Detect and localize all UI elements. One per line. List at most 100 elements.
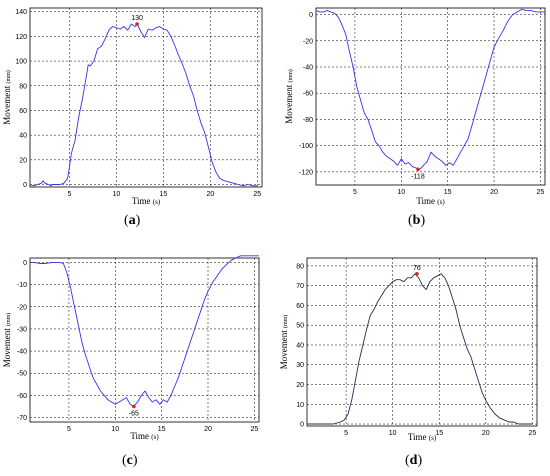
chart-d-ytick-6: 60 <box>296 303 304 310</box>
chart-d-ytick-7: 70 <box>296 283 304 290</box>
chart-b-plot-area <box>315 7 546 186</box>
chart-b-ytick-2: -40 <box>303 65 313 72</box>
chart-b-ytick-6: -120 <box>299 169 313 176</box>
chart-a-xlabel-text: Time <box>132 196 153 206</box>
chart-d-ytick-5: 50 <box>296 323 304 330</box>
caption-c: (c) <box>122 453 138 468</box>
chart-d-xtick-0: 5 <box>344 430 348 437</box>
chart-d-xlabel: Time (s) <box>408 432 437 442</box>
chart-b-xtick-3: 20 <box>490 189 498 196</box>
chart-c-plot-area <box>29 257 260 423</box>
chart-a-ytick-0: 0 <box>23 182 27 189</box>
chart-c-series-line-0 <box>30 255 259 407</box>
chart-b-xlabel: Time (s) <box>416 196 445 206</box>
chart-d-ylabel-unit: (mm) <box>282 315 289 328</box>
chart-d-ytick-2: 20 <box>296 382 304 389</box>
chart-b-series-line-0 <box>315 8 545 170</box>
caption-b-letter: b <box>412 213 421 228</box>
chart-c-ytick-4: -40 <box>17 349 27 356</box>
chart-c-ytick-1: -10 <box>17 282 27 289</box>
chart-d-xtick-2: 15 <box>435 430 443 437</box>
chart-d-xlabel-unit: (s) <box>429 434 437 442</box>
chart-a-xtick-1: 10 <box>113 191 121 198</box>
chart-d-ytick-8: 80 <box>296 263 304 270</box>
chart-d-ytick-4: 40 <box>296 342 304 349</box>
chart-a-xtick-2: 15 <box>159 191 167 198</box>
caption-d-letter: d <box>409 453 418 468</box>
chart-c-ytick-0: 0 <box>23 260 27 267</box>
chart-c-xtick-0: 5 <box>67 426 71 433</box>
chart-c-xtick-2: 15 <box>158 426 166 433</box>
chart-b-xlabel-unit: (s) <box>437 198 445 206</box>
chart-d: 5 10 15 20 25 0 10 20 30 40 50 60 70 80 76 Time (s) Move… <box>275 240 550 455</box>
chart-a-ytick-6: 120 <box>15 34 27 41</box>
caption-b: (b) <box>408 213 426 228</box>
chart-d-series-line-0 <box>307 273 533 425</box>
chart-b-ytick-1: -20 <box>303 38 313 45</box>
chart-b-xtick-4: 25 <box>536 189 544 196</box>
chart-b-ytick-4: -80 <box>303 117 313 124</box>
chart-a-ylabel-unit: (mm) <box>5 70 12 83</box>
chart-d-ylabel: Movement (mm) <box>279 315 289 370</box>
chart-a-peak-label: 130 <box>131 15 143 22</box>
chart-c-xlabel-text: Time <box>130 431 151 441</box>
chart-a-series-line-0 <box>29 23 258 187</box>
chart-c-ylabel: Movement (mm) <box>2 313 12 368</box>
chart-c-ytick-5: -50 <box>17 371 27 378</box>
chart-a-ytick-7: 140 <box>15 9 27 16</box>
chart-b-xlabel-text: Time <box>416 196 437 206</box>
caption-a-letter: a <box>128 213 136 228</box>
chart-d-plot-area <box>306 257 538 427</box>
chart-a-ytick-1: 20 <box>19 157 27 164</box>
chart-b: 5 10 15 20 25 0 -20 -40 -60 -80 -100 -120 -118 Time (… <box>275 0 550 217</box>
chart-c-ylabel-unit: (mm) <box>5 313 12 326</box>
chart-b-peak-label: -118 <box>411 173 425 180</box>
chart-c-ytick-6: -60 <box>17 393 27 400</box>
chart-a-ylabel-text: Movement <box>2 84 12 125</box>
chart-b-ylabel: Movement (mm) <box>284 69 294 124</box>
chart-c-ylabel-text: Movement <box>2 326 12 367</box>
chart-b-xtick-0: 5 <box>353 189 357 196</box>
chart-a-xtick-4: 25 <box>253 191 261 198</box>
chart-a-xlabel-unit: (s) <box>153 198 161 206</box>
chart-d-xtick-1: 10 <box>389 430 397 437</box>
chart-d-xlabel-text: Time <box>408 432 429 442</box>
chart-a-ytick-5: 100 <box>15 59 27 66</box>
chart-d-xtick-4: 25 <box>528 430 536 437</box>
chart-a-xtick-3: 20 <box>206 191 214 198</box>
chart-b-svg: 5 10 15 20 25 0 -20 -40 -60 -80 -100 -120 -118 Time (… <box>284 7 546 206</box>
chart-a-ytick-4: 80 <box>19 83 27 90</box>
chart-b-ytick-5: -100 <box>299 143 313 150</box>
caption-c-letter: c <box>126 453 133 468</box>
chart-d-ytick-0: 0 <box>300 422 304 429</box>
chart-c-peak-marker <box>132 404 136 409</box>
chart-a-xlabel: Time (s) <box>132 196 161 206</box>
chart-c-ytick-2: -20 <box>17 304 27 311</box>
chart-b-xtick-1: 10 <box>397 189 405 196</box>
chart-a-ylabel: Movement (mm) <box>2 70 12 125</box>
caption-d: (d) <box>405 453 423 468</box>
chart-d-svg: 5 10 15 20 25 0 10 20 30 40 50 60 70 80 76 Time (s) Move… <box>279 257 538 442</box>
chart-d-peak-label: 76 <box>413 265 421 272</box>
chart-d-ylabel-text: Movement <box>279 328 289 369</box>
chart-d-xtick-3: 20 <box>482 430 490 437</box>
chart-b-ylabel-unit: (mm) <box>287 69 294 82</box>
chart-b-peak-marker <box>416 167 420 172</box>
chart-c-peak-label: -65 <box>129 410 139 417</box>
chart-a-svg: 5 10 15 20 25 0 20 40 60 80 100 120 140 130 Time (s) Mo… <box>2 7 263 206</box>
chart-b-ylabel-text: Movement <box>284 83 294 124</box>
chart-a-ytick-2: 40 <box>19 133 27 140</box>
chart-a-xtick-0: 5 <box>67 191 71 198</box>
chart-c-xlabel-unit: (s) <box>151 433 159 441</box>
chart-c-svg: 5 10 15 20 25 0 -10 -20 -30 -40 -50 -60 -70 -65 Time (… <box>2 255 260 441</box>
chart-b-ytick-3: -60 <box>303 91 313 98</box>
chart-d-ytick-3: 30 <box>296 362 304 369</box>
chart-c-ytick-7: -70 <box>17 415 27 422</box>
chart-a-plot-area <box>29 7 263 188</box>
chart-c-xtick-1: 10 <box>111 426 119 433</box>
chart-a-peak-marker <box>135 22 139 26</box>
chart-c-xlabel: Time (s) <box>130 431 159 441</box>
chart-c-xtick-3: 20 <box>204 426 212 433</box>
caption-a: (a) <box>124 213 141 228</box>
chart-c-ytick-3: -30 <box>17 326 27 333</box>
